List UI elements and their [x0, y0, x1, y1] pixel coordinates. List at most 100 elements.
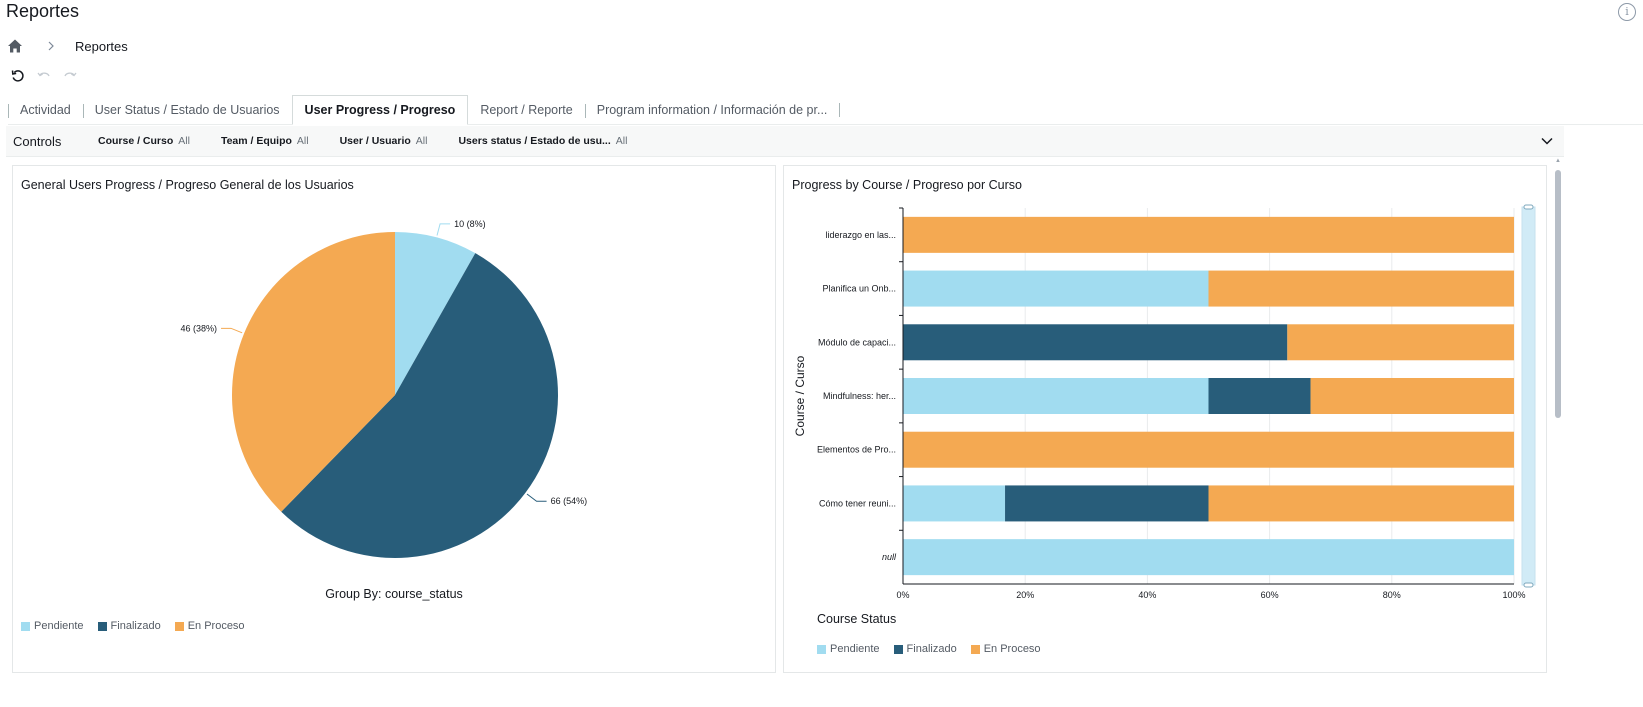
bar-legend-title: Course Status [817, 612, 897, 626]
scroll-up-arrow[interactable]: ▲ [1555, 158, 1561, 164]
pie-slice-en-proceso[interactable] [232, 232, 395, 512]
bar-segment-pendiente[interactable] [903, 270, 1209, 307]
legend-swatch-en-proceso [970, 644, 980, 654]
pie-legend: Pendiente Finalizado En Proceso [21, 620, 259, 632]
chart-zoom-handle-bottom[interactable] [1523, 582, 1534, 588]
x-tick-label: 0% [896, 590, 909, 600]
tab-program-information[interactable]: Program information / Información de pr.… [584, 96, 840, 124]
tab-divider [839, 103, 841, 117]
undo-icon[interactable] [36, 68, 52, 84]
pie-chart: 10 (8%) 66 (54%) 46 (38%) [181, 219, 588, 559]
y-tick-label: liderazgo en las... [825, 230, 896, 240]
bar-segment-finalizado[interactable] [903, 324, 1288, 361]
bar-chart-title: Progress by Course / Progreso por Curso [792, 178, 1022, 192]
x-tick-label: 60% [1261, 590, 1279, 600]
legend-item-finalizado[interactable]: Finalizado [97, 620, 161, 632]
legend-label-pendiente: Pendiente [830, 643, 880, 655]
pie-data-label-finalizado: 66 (54%) [551, 496, 588, 506]
legend-item-pendiente[interactable]: Pendiente [21, 620, 84, 632]
pie-leader-line-en-proceso [221, 327, 243, 334]
filter-team[interactable]: Team / Equipo All [221, 135, 309, 147]
bar-segment-pendiente[interactable] [903, 485, 1006, 522]
pie-group-by-label: Group By: course_status [325, 587, 463, 601]
filter-users-status-value: All [615, 135, 628, 147]
pie-data-label-pendiente: 10 (8%) [454, 219, 486, 229]
legend-item-pendiente[interactable]: Pendiente [817, 643, 880, 655]
pie-data-label-en-proceso: 46 (38%) [181, 323, 218, 333]
bar-segment-finalizado[interactable] [1005, 485, 1209, 522]
bar-chart-panel: Progress by Course / Progreso por Curso … [783, 165, 1547, 673]
y-tick-label: null [882, 552, 897, 562]
x-tick-label: 80% [1383, 590, 1401, 600]
legend-label-finalizado: Finalizado [110, 620, 161, 632]
pie-chart-title: General Users Progress / Progreso Genera… [21, 178, 354, 192]
bar-segment-finalizado[interactable] [1208, 378, 1311, 414]
pie-slice-pendiente[interactable] [395, 232, 476, 395]
bar-segment-en-proceso[interactable] [1287, 324, 1514, 361]
tab-user-status[interactable]: User Status / Estado de Usuarios [82, 96, 292, 124]
breadcrumb-current: Reportes [75, 38, 128, 54]
legend-label-en-proceso: En Proceso [983, 643, 1041, 655]
bar-segment-pendiente[interactable] [903, 539, 1514, 576]
chart-zoom-handle-top[interactable] [1523, 204, 1534, 210]
sheet-tabs: Actividad User Status / Estado de Usuari… [8, 95, 1643, 125]
filter-course-name: Course / Curso [98, 135, 174, 147]
legend-item-en-proceso[interactable]: En Proceso [174, 620, 245, 632]
x-tick-label: 20% [1016, 590, 1034, 600]
y-tick-label: Mindfulness: her... [823, 391, 896, 401]
controls-label: Controls [13, 133, 62, 149]
legend-item-finalizado[interactable]: Finalizado [893, 643, 957, 655]
bar-segment-en-proceso[interactable] [1208, 270, 1515, 307]
pie-leader-line-finalizado [526, 493, 547, 502]
pie-chart-panel: General Users Progress / Progreso Genera… [12, 165, 776, 673]
chart-zoom-scroller[interactable] [1521, 206, 1536, 586]
bar-chart: 0% 20% 40% 60% 80% 100% liderazgo en las... Pla… [793, 204, 1536, 600]
x-tick-label: 100% [1502, 590, 1525, 600]
legend-item-en-proceso[interactable]: En Proceso [970, 643, 1041, 655]
page-scrollbar[interactable]: ▲ [1554, 158, 1562, 671]
breadcrumb: Reportes [7, 36, 128, 56]
filter-users-status-name: Users status / Estado de usu... [458, 135, 611, 147]
y-tick-label: Elementos de Pro... [817, 445, 896, 455]
chevron-down-icon[interactable] [1540, 134, 1554, 148]
legend-label-en-proceso: En Proceso [187, 620, 245, 632]
scroll-thumb[interactable] [1555, 170, 1561, 418]
tab-user-progress[interactable]: User Progress / Progreso [291, 95, 469, 125]
legend-swatch-en-proceso [174, 621, 184, 631]
controls-bar: Controls Course / Curso All Team / Equip… [6, 126, 1564, 157]
toolbar [10, 68, 78, 84]
redo-icon[interactable] [62, 68, 78, 84]
filter-team-name: Team / Equipo [220, 135, 292, 147]
reset-icon[interactable] [10, 68, 26, 84]
bar-segment-en-proceso[interactable] [903, 216, 1514, 253]
bar-segment-en-proceso[interactable] [1310, 378, 1514, 414]
filter-user-value: All [415, 135, 428, 147]
filter-course[interactable]: Course / Curso All [98, 135, 190, 147]
bar-legend: Pendiente Finalizado En Proceso [817, 643, 1055, 655]
legend-label-finalizado: Finalizado [906, 643, 957, 655]
y-tick-label: Cómo tener reuni... [819, 498, 896, 508]
pie-slice-finalizado[interactable] [281, 253, 558, 559]
tab-report[interactable]: Report / Reporte [480, 103, 573, 117]
filter-user-name: User / Usuario [339, 135, 411, 147]
pie-leader-line-pendiente [436, 223, 451, 236]
page-title: Reportes [6, 1, 80, 21]
tab-actividad[interactable]: Actividad [8, 96, 83, 124]
legend-swatch-pendiente [21, 621, 30, 631]
legend-swatch-finalizado [97, 621, 107, 631]
info-icon[interactable]: i [1618, 3, 1636, 21]
filter-users-status[interactable]: Users status / Estado de usu... All [458, 135, 627, 147]
chevron-right-icon [48, 41, 54, 51]
y-tick-label: Planifica un Onb... [822, 284, 896, 294]
home-icon[interactable] [7, 38, 23, 54]
x-tick-label: 40% [1138, 590, 1156, 600]
legend-swatch-pendiente [817, 644, 826, 654]
bar-segment-en-proceso[interactable] [1208, 485, 1515, 522]
filter-user[interactable]: User / Usuario All [340, 135, 428, 147]
bar-segment-pendiente[interactable] [903, 378, 1209, 414]
legend-label-pendiente: Pendiente [34, 620, 84, 632]
bar-segment-en-proceso[interactable] [903, 431, 1514, 468]
y-tick-label: Módulo de capaci... [818, 337, 896, 347]
filter-team-value: All [296, 135, 309, 147]
